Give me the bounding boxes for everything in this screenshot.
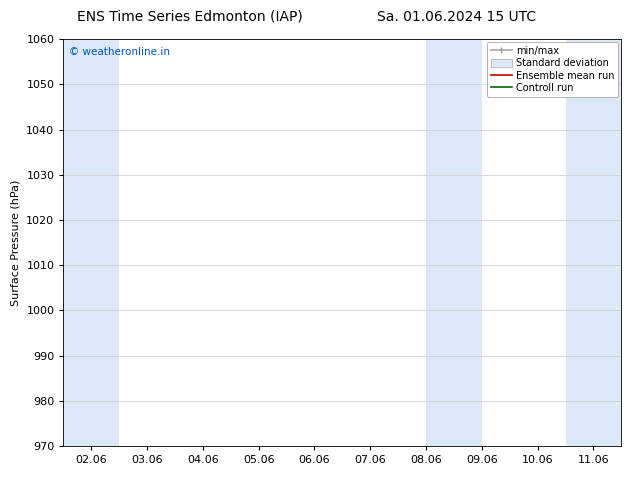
Bar <box>566 39 621 446</box>
Text: Sa. 01.06.2024 15 UTC: Sa. 01.06.2024 15 UTC <box>377 10 536 24</box>
Y-axis label: Surface Pressure (hPa): Surface Pressure (hPa) <box>11 179 21 306</box>
Text: ENS Time Series Edmonton (IAP): ENS Time Series Edmonton (IAP) <box>77 10 303 24</box>
Bar <box>426 39 482 446</box>
Text: © weatheronline.in: © weatheronline.in <box>69 48 170 57</box>
Legend: min/max, Standard deviation, Ensemble mean run, Controll run: min/max, Standard deviation, Ensemble me… <box>487 42 618 97</box>
Bar <box>63 39 119 446</box>
